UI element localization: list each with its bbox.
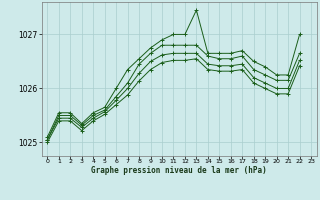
X-axis label: Graphe pression niveau de la mer (hPa): Graphe pression niveau de la mer (hPa) bbox=[91, 166, 267, 175]
